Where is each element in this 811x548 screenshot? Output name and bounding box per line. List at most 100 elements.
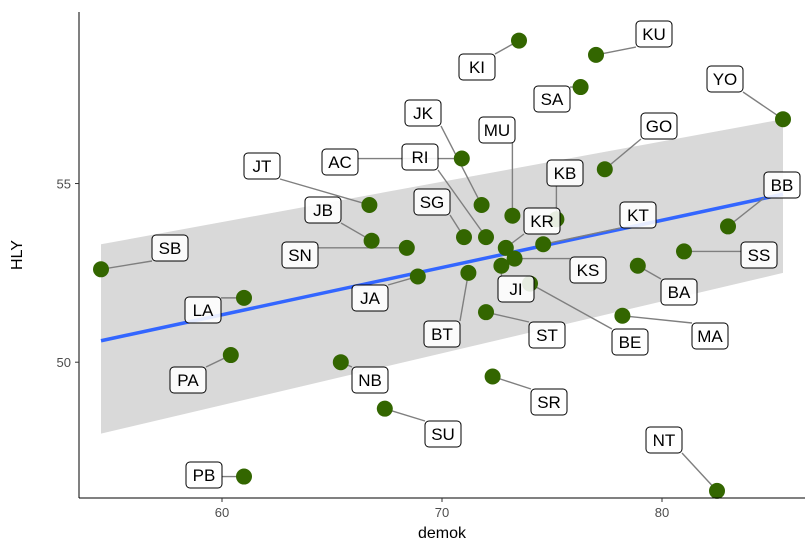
point-label-jt: JT xyxy=(243,152,281,180)
data-point-bt xyxy=(460,264,477,281)
leader-line-bt xyxy=(459,272,470,322)
leader-line-sb xyxy=(100,260,153,270)
label-text: JT xyxy=(253,157,272,176)
point-label-yo: YO xyxy=(706,65,744,93)
label-text: JK xyxy=(413,104,434,123)
point-label-ss: SS xyxy=(740,241,778,269)
point-label-nb: NB xyxy=(351,366,389,394)
label-text: LA xyxy=(193,301,214,320)
label-text: MA xyxy=(697,327,723,346)
data-point-ac xyxy=(453,150,470,167)
data-point-ku xyxy=(588,46,604,63)
leader-line-ri xyxy=(437,169,487,238)
axes: demok HLY 60 70 80 50 55 xyxy=(9,12,805,542)
y-tick-label: 50 xyxy=(57,355,71,370)
label-box xyxy=(281,241,319,269)
label-box xyxy=(763,171,801,199)
label-box xyxy=(351,366,389,394)
label-box xyxy=(706,65,744,93)
label-text: NB xyxy=(358,371,382,390)
label-box xyxy=(611,328,649,356)
x-axis-title: demok xyxy=(418,525,467,542)
point-label-su: SU xyxy=(424,420,462,448)
label-text: KB xyxy=(554,164,577,183)
label-box xyxy=(184,296,222,324)
data-point-ks xyxy=(506,250,523,267)
label-text: JA xyxy=(360,289,381,308)
label-text: KU xyxy=(642,25,666,44)
data-point-sg xyxy=(456,229,472,246)
label-box xyxy=(404,99,442,127)
label-box xyxy=(351,284,389,312)
point-label-jk: JK xyxy=(404,99,442,127)
data-point-jk xyxy=(473,196,490,213)
label-box xyxy=(413,188,451,216)
label-box xyxy=(423,320,461,348)
label-text: BE xyxy=(619,333,642,352)
data-point-st xyxy=(478,304,494,321)
label-box xyxy=(740,241,778,269)
data-point-mu xyxy=(504,207,521,224)
label-text: SU xyxy=(431,425,455,444)
point-label-bt: BT xyxy=(423,320,461,348)
point-label-mu: MU xyxy=(478,116,516,144)
point-label-la: LA xyxy=(184,296,222,324)
label-box xyxy=(458,53,496,81)
label-text: SG xyxy=(420,193,445,212)
data-point-layer xyxy=(93,32,791,499)
point-label-ki: KI xyxy=(458,53,496,81)
y-axis-title: HLY xyxy=(9,240,26,270)
x-tick-label: 70 xyxy=(435,505,449,520)
point-label-sa: SA xyxy=(533,85,571,113)
confidence-band xyxy=(101,119,783,434)
label-box xyxy=(691,322,729,350)
label-box xyxy=(243,152,281,180)
leader-line-be xyxy=(529,282,613,330)
label-text: BA xyxy=(668,283,691,302)
label-text: PB xyxy=(193,466,216,485)
data-point-nt xyxy=(709,482,725,499)
label-box xyxy=(528,321,566,349)
label-box xyxy=(523,207,561,235)
point-label-ac: AC xyxy=(321,148,359,176)
label-text: PA xyxy=(177,371,199,390)
label-text: SS xyxy=(748,246,771,265)
point-label-be: BE xyxy=(611,328,649,356)
label-text: RI xyxy=(412,148,429,167)
data-point-sa xyxy=(572,79,589,96)
point-label-bb: BB xyxy=(763,171,801,199)
label-box xyxy=(321,148,359,176)
data-point-sb xyxy=(93,261,109,278)
label-text: JI xyxy=(509,280,522,299)
data-point-kt xyxy=(535,236,552,253)
data-point-kr xyxy=(497,239,514,256)
point-label-sr: SR xyxy=(530,388,568,416)
leader-line-ma xyxy=(622,315,693,324)
point-label-ma: MA xyxy=(691,322,729,350)
leader-line-yo xyxy=(742,91,784,120)
data-point-pb xyxy=(236,468,252,485)
point-label-ks: KS xyxy=(569,256,607,284)
label-box xyxy=(569,256,607,284)
x-tick-label: 80 xyxy=(655,505,669,520)
point-label-ja: JA xyxy=(351,284,389,312)
label-text: SA xyxy=(541,90,564,109)
point-label-jb: JB xyxy=(304,196,342,224)
data-point-bb xyxy=(720,218,736,235)
label-box xyxy=(401,143,439,171)
data-point-su xyxy=(376,400,393,417)
label-box xyxy=(304,196,342,224)
data-point-ss xyxy=(676,243,692,260)
label-text: SN xyxy=(288,246,312,265)
label-box xyxy=(660,278,698,306)
label-box xyxy=(645,426,683,454)
point-label-ri: RI xyxy=(401,143,439,171)
label-text: ST xyxy=(536,326,558,345)
point-label-go: GO xyxy=(640,112,678,140)
label-box xyxy=(424,420,462,448)
label-box xyxy=(151,234,189,262)
data-point-go xyxy=(596,161,613,178)
point-label-kt: KT xyxy=(619,201,657,229)
data-point-ji xyxy=(493,257,510,274)
